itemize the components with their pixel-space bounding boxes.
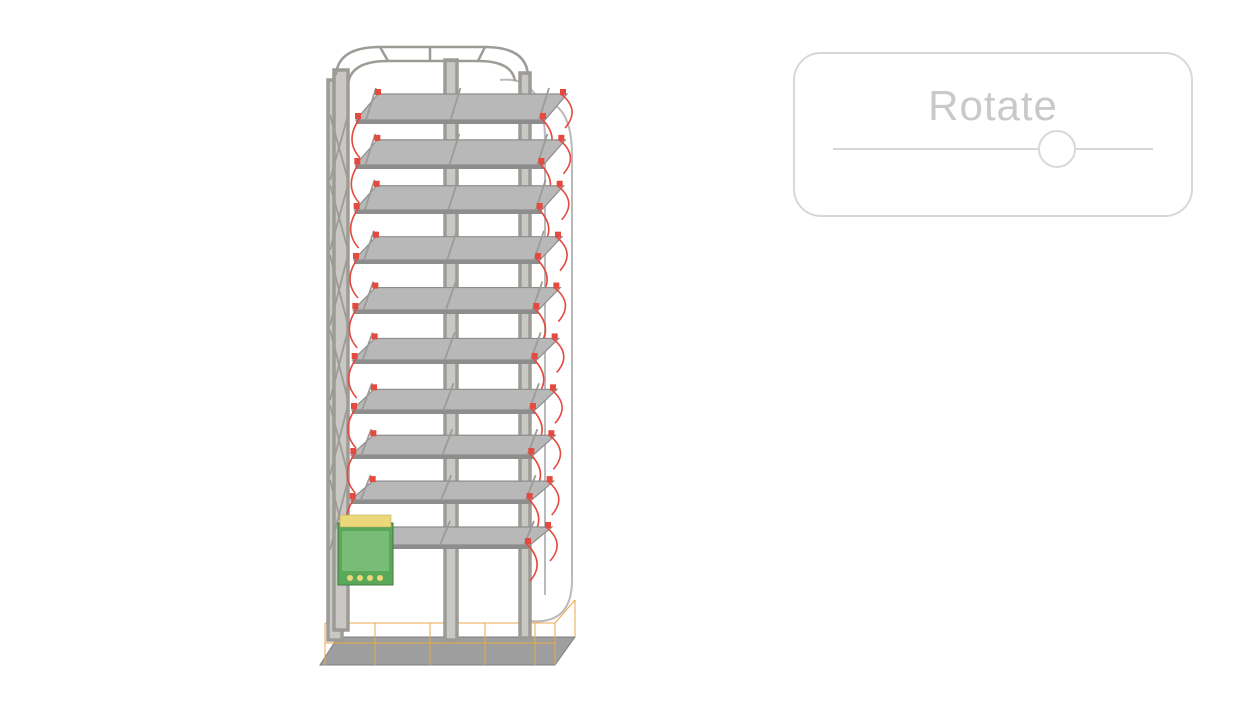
rotate-control-panel: Rotate — [793, 52, 1193, 217]
rotate-slider[interactable] — [833, 148, 1153, 150]
parking-tower-svg — [280, 25, 620, 675]
rotate-slider-handle[interactable] — [1038, 130, 1076, 168]
rotate-label: Rotate — [928, 82, 1058, 130]
model-render — [280, 25, 620, 675]
